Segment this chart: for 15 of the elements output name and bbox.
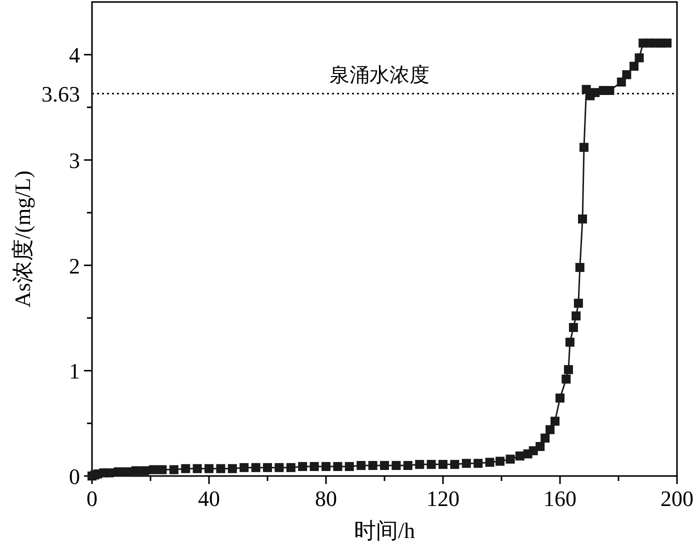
ref-line-label: 泉涌水浓度 — [330, 64, 430, 87]
y-tick-label: 1 — [69, 358, 80, 384]
x-tick-label: 80 — [315, 486, 337, 511]
x-axis-title: 时间/h — [354, 518, 416, 543]
x-tick-label: 40 — [198, 486, 220, 511]
y-tick-label: 0 — [69, 464, 80, 489]
y-tick-label: 2 — [69, 253, 80, 278]
y-tick-label: 3.63 — [42, 82, 80, 107]
y-axis-title: As浓度/(mg/L) — [10, 170, 35, 308]
x-tick-label: 120 — [426, 486, 460, 511]
y-tick-label: 4 — [69, 42, 80, 68]
x-tick-label: 0 — [86, 486, 98, 511]
y-tick-label: 3 — [69, 148, 80, 173]
x-tick-label: 200 — [660, 486, 694, 511]
x-tick-label: 160 — [544, 486, 576, 511]
